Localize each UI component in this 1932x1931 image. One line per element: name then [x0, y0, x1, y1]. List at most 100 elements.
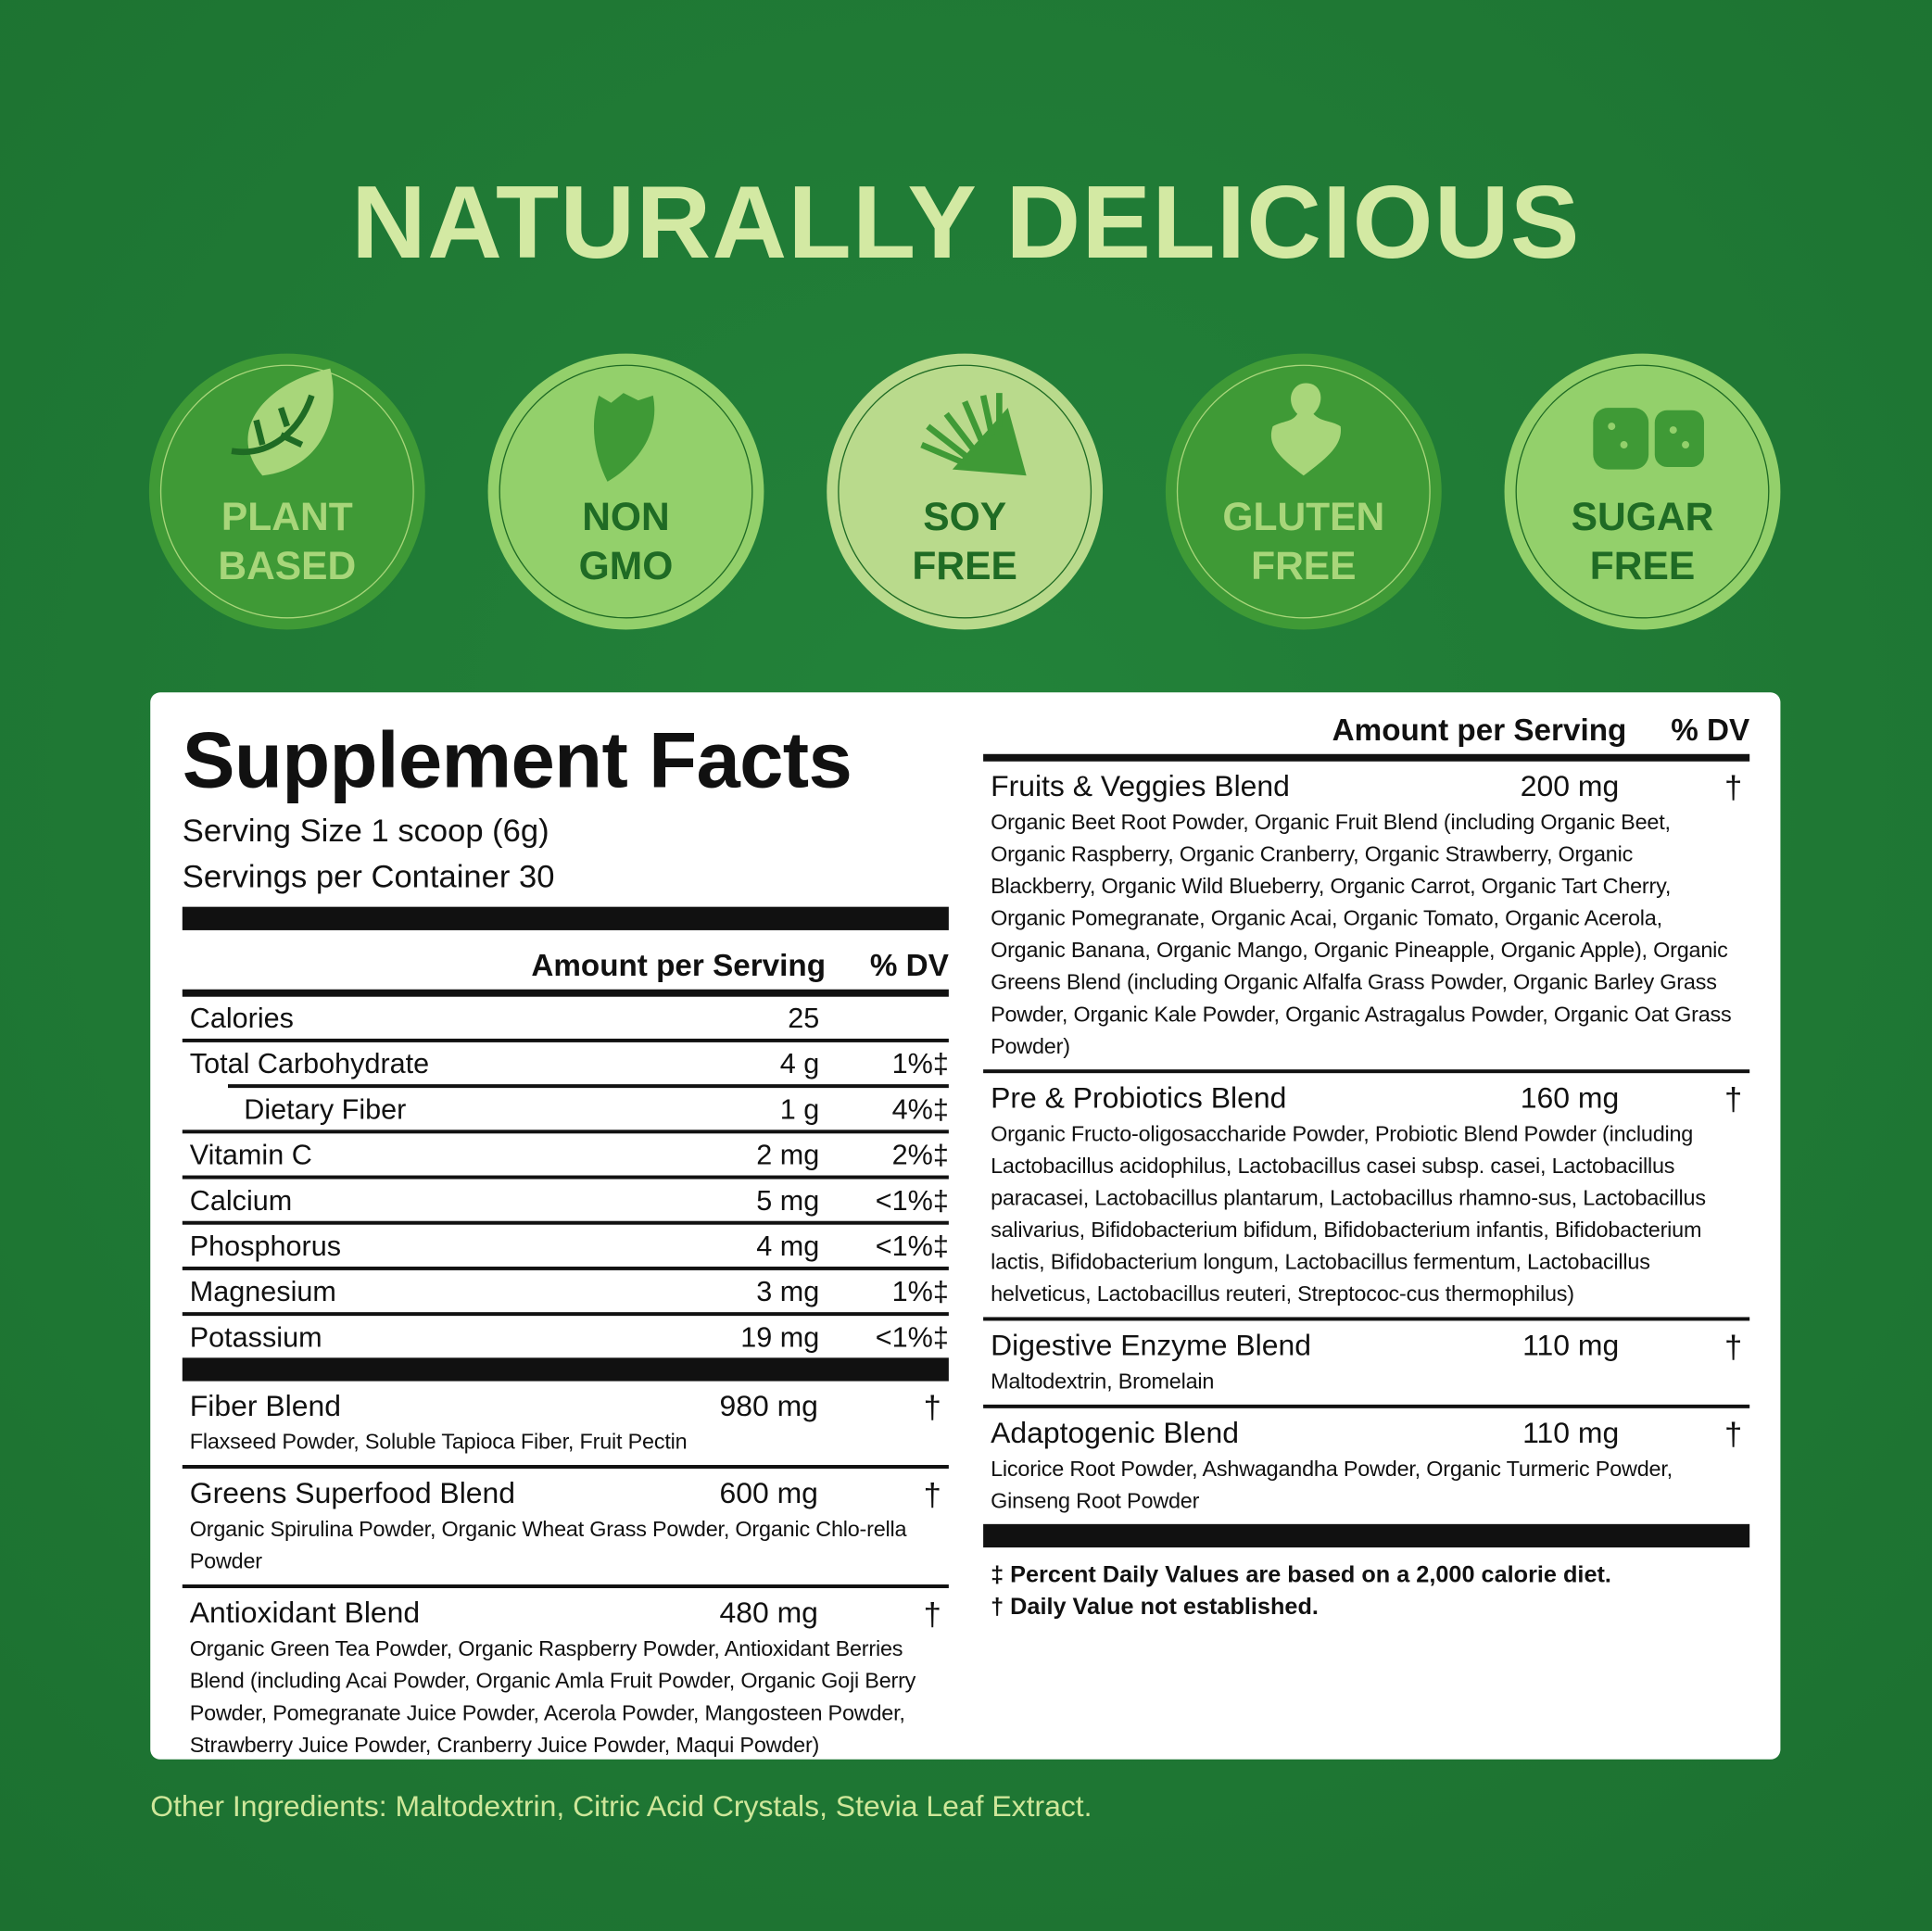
blend-item: Fiber Blend 980 mg † Flaxseed Powder, Solub… [183, 1382, 949, 1465]
pepper-icon [593, 393, 655, 482]
row-divider [182, 1175, 949, 1180]
facts-heading: Supplement Facts [182, 715, 852, 805]
blend-name: Pre & Probiotics Blend [991, 1081, 1287, 1116]
badge-ring [499, 364, 753, 619]
blend-dv: † [923, 1475, 941, 1513]
blend-name: Adaptogenic Blend [991, 1417, 1240, 1451]
badge-line2: GMO [578, 543, 674, 588]
blend-item: Digestive Enzyme Blend 110 mg † Maltodextri… [983, 1320, 1749, 1404]
nutrient-dv: <1%‡ [875, 1183, 949, 1216]
nutrient-name: Phosphorus [189, 1229, 341, 1261]
blend-header: Antioxidant Blend 480 mg † [190, 1595, 941, 1633]
blend-dv: † [923, 1595, 941, 1633]
divider-bar [182, 1357, 949, 1382]
amount-header: Amount per Serving [1332, 713, 1627, 749]
serving-size: Serving Size 1 scoop (6g) [182, 812, 549, 850]
nutrient-name: Potassium [189, 1319, 322, 1353]
nutrient-row: Calories 25 [183, 997, 949, 1039]
divider-bar [182, 906, 949, 930]
blend-item: Fruits & Veggies Blend 200 mg † Organic Bee… [983, 762, 1749, 1069]
blend-divider [983, 1404, 1750, 1408]
blend-item: Adaptogenic Blend 110 mg † Licorice Root Po… [983, 1408, 1749, 1524]
facts-right-column: Amount per Serving % DV Fruits & Veggies … [983, 692, 1750, 1623]
badge-ring [1176, 364, 1431, 619]
badge-label: NON GMO [488, 492, 764, 590]
dv-header: % DV [869, 948, 949, 984]
nutrient-row: Total Carbohydrate 4 g 1%‡ [183, 1042, 949, 1084]
blend-dv: † [1724, 1327, 1743, 1365]
divider-line [983, 753, 1750, 762]
leaf-icon [231, 368, 334, 476]
blend-name: Fruits & Veggies Blend [991, 770, 1290, 803]
blend-amount: 980 mg [719, 1389, 818, 1423]
blend-ingredients: Licorice Root Powder, Ashwagandha Powder… [991, 1456, 1673, 1513]
badge-label: SOY FREE [827, 492, 1103, 590]
blend-list-right: Fruits & Veggies Blend 200 mg † Organic Bee… [983, 762, 1750, 1524]
other-ingredients: Other Ingredients: Maltodextrin, Citric … [150, 1790, 1092, 1824]
supplement-facts-panel: Supplement Facts Serving Size 1 scoop (6… [150, 692, 1781, 1760]
dv-header: % DV [1671, 713, 1750, 749]
blend-header: Pre & Probiotics Blend 160 mg † [991, 1079, 1742, 1117]
blend-ingredients: Organic Beet Root Powder, Organic Fruit … [991, 809, 1732, 1059]
row-divider [182, 1220, 949, 1225]
row-divider [227, 1084, 949, 1089]
divider-line [182, 989, 949, 997]
badge-ring [838, 364, 1092, 619]
column-header: Amount per Serving % DV [183, 930, 949, 990]
nutrient-amount: 5 mg [756, 1183, 820, 1216]
headline: NATURALLY DELICIOUS [351, 163, 1581, 280]
sugar-cubes-icon [1593, 408, 1704, 470]
nutrient-name: Total Carbohydrate [189, 1046, 430, 1079]
nutrient-row: Dietary Fiber 1 g 4%‡ [183, 1088, 949, 1130]
badge-sugar-free: SUGAR FREE [1504, 353, 1781, 630]
wheat-icon [1270, 383, 1342, 476]
amount-header: Amount per Serving [531, 948, 827, 984]
badge-line1: SOY [923, 494, 1007, 539]
blend-header: Fruits & Veggies Blend 200 mg † [991, 768, 1742, 806]
nutrient-amount: 25 [788, 1001, 820, 1033]
nutrient-dv: 1%‡ [891, 1046, 949, 1079]
blend-name: Fiber Blend [189, 1389, 341, 1423]
nutrient-table: Calories 25 Total Carbohydrate 4 g 1%‡ Dietar… [182, 997, 949, 1358]
blend-list-left: Fiber Blend 980 mg † Flaxseed Powder, Solub… [182, 1382, 949, 1769]
badge-line1: NON [582, 494, 670, 539]
blend-item: Greens Superfood Blend 600 mg † Organic Spi… [183, 1469, 949, 1584]
nutrient-row: Potassium 19 mg <1%‡ [183, 1316, 949, 1357]
nutrient-name: Dietary Fiber [244, 1092, 407, 1125]
blend-divider [182, 1465, 949, 1470]
blend-ingredients: Organic Spirulina Powder, Organic Wheat … [189, 1516, 907, 1574]
row-divider [182, 1038, 949, 1042]
badge-soy-free: SOY FREE [827, 353, 1104, 630]
blend-item: Pre & Probiotics Blend 160 mg † Organic Fru… [983, 1073, 1749, 1317]
column-header: Amount per Serving % DV [983, 692, 1750, 753]
nutrient-row: Vitamin C 2 mg 2%‡ [183, 1133, 949, 1175]
badge-line1: PLANT [221, 494, 353, 539]
nutrient-amount: 4 g [779, 1046, 820, 1079]
footnote-not-established: † Daily Value not established. [991, 1594, 1319, 1621]
nutrient-amount: 19 mg [740, 1319, 820, 1353]
blend-header: Digestive Enzyme Blend 110 mg † [991, 1328, 1742, 1365]
nutrient-row: Magnesium 3 mg 1%‡ [183, 1270, 949, 1312]
blend-ingredients: Organic Fructo-oligosaccharide Powder, P… [991, 1121, 1706, 1306]
nutrient-row: Calcium 5 mg <1%‡ [183, 1180, 949, 1221]
badge-ring [159, 364, 414, 619]
nutrient-amount: 1 g [779, 1092, 820, 1125]
badge-line2: BASED [218, 543, 357, 588]
badge-non-gmo: NON GMO [487, 353, 764, 630]
row-divider [182, 1266, 949, 1270]
badge-label: PLANT BASED [149, 492, 425, 590]
blend-ingredients: Flaxseed Powder, Soluble Tapioca Fiber, … [189, 1429, 688, 1455]
nutrient-dv: 4%‡ [891, 1092, 949, 1125]
nutrient-row: Phosphorus 4 mg <1%‡ [183, 1225, 949, 1267]
blend-amount: 200 mg [1520, 770, 1620, 803]
footnotes: ‡ Percent Daily Values are based on a 2,… [983, 1559, 1749, 1623]
blend-amount: 110 mg [1522, 1417, 1620, 1451]
blend-item: Antioxidant Blend 480 mg † Organic Green Te… [183, 1588, 949, 1768]
servings-per-container: Servings per Container 30 [182, 857, 555, 895]
blend-ingredients: Maltodextrin, Bromelain [991, 1369, 1215, 1394]
soybean-icon [920, 393, 1027, 476]
blend-amount: 480 mg [719, 1597, 818, 1631]
blend-dv: † [1724, 1415, 1743, 1453]
blend-amount: 160 mg [1520, 1081, 1620, 1116]
